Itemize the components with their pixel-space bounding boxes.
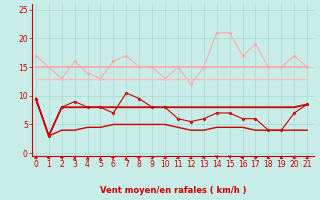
X-axis label: Vent moyen/en rafales ( km/h ): Vent moyen/en rafales ( km/h ) bbox=[100, 186, 246, 195]
